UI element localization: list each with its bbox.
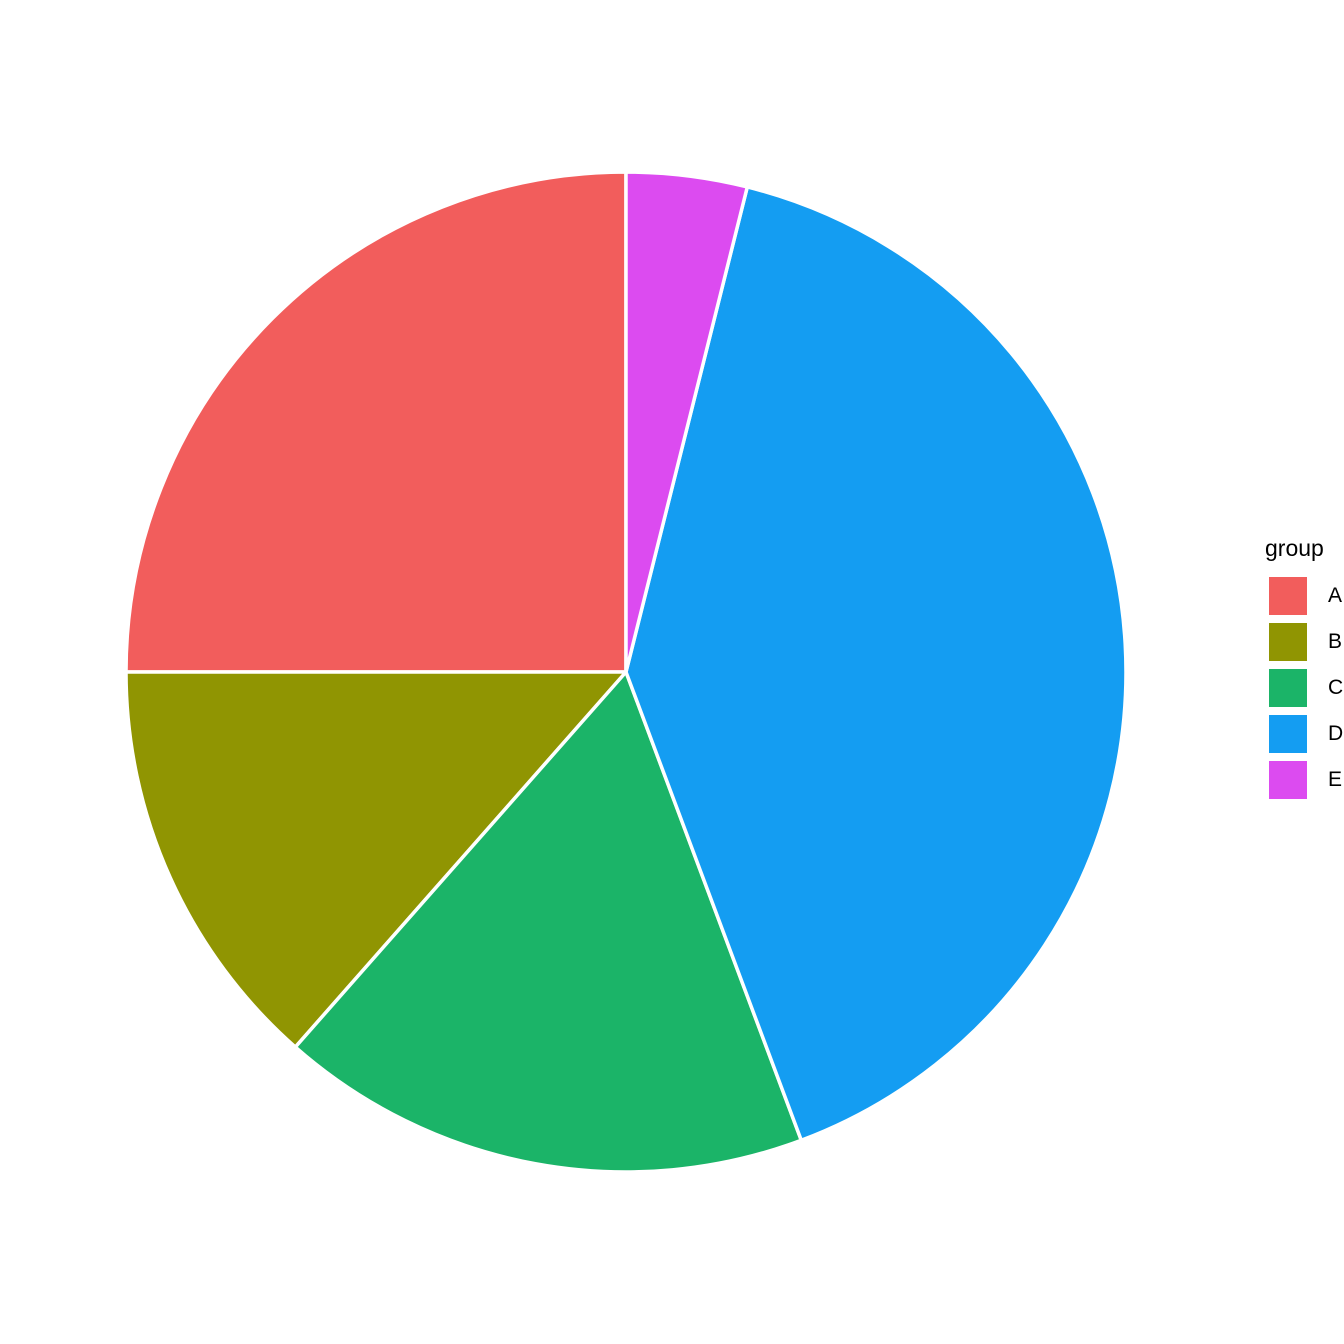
legend-label-E: E <box>1328 768 1343 792</box>
pie-slice-B <box>124 670 630 1050</box>
legend-item-D: D <box>1269 715 1344 754</box>
legend-label-B: B <box>1328 630 1343 654</box>
legend-key-swatch-B <box>1269 623 1307 662</box>
pie-slice-C <box>292 668 804 1174</box>
legend-title: group <box>1265 535 1324 561</box>
legend-key-swatch-E <box>1269 761 1307 800</box>
legend-label-A: A <box>1328 584 1343 608</box>
legend-key-swatch-D <box>1269 715 1307 754</box>
pie-slice-D <box>624 184 1128 1143</box>
legend-item-A: A <box>1269 577 1343 616</box>
legend-item-C: C <box>1269 669 1344 708</box>
legend-item-E: E <box>1269 761 1343 800</box>
legend-label-C: C <box>1328 676 1344 700</box>
legend-key-swatch-C <box>1269 669 1307 708</box>
pie-slice-E <box>624 170 750 673</box>
legend-label-D: D <box>1328 722 1344 746</box>
legend-item-B: B <box>1269 623 1343 662</box>
pie-slice-A <box>124 170 628 674</box>
legend-key-swatch-A <box>1269 577 1307 616</box>
